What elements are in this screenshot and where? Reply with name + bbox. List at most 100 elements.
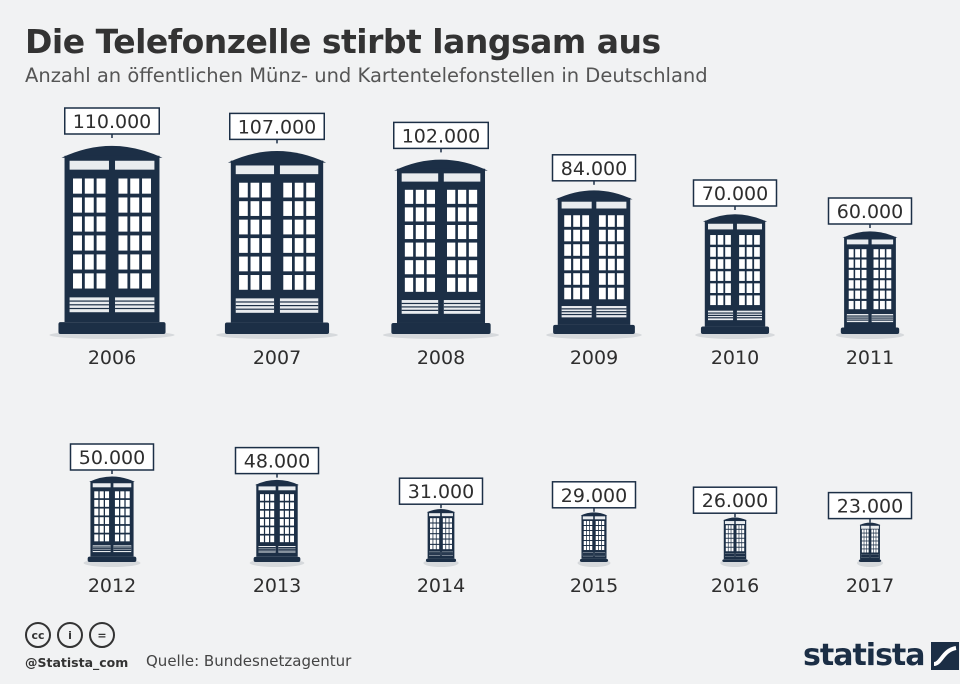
booth-pane [265, 518, 270, 526]
booth-pane [871, 537, 874, 541]
booth-pane [270, 518, 275, 526]
booth-roof [394, 159, 488, 171]
nd-icon[interactable]: = [89, 622, 115, 648]
booth-panel-line [258, 550, 276, 552]
booth-pane [265, 494, 270, 501]
booth-pane [710, 271, 716, 281]
booth-pane [564, 273, 572, 285]
booth-panel-line [115, 304, 155, 306]
booth-base [425, 558, 457, 562]
booth-pane [125, 517, 130, 525]
booth-sign [278, 486, 296, 491]
booth-panel-line [113, 549, 132, 552]
booth-2017: 23.000 2017 [827, 491, 913, 597]
booth-pane [728, 538, 731, 543]
booth-pane [746, 235, 753, 245]
year-label: 2007 [253, 347, 301, 369]
booth-pane [725, 525, 728, 529]
booth-pane [876, 549, 879, 553]
booth-pane [754, 235, 760, 245]
booth-pane [250, 238, 260, 253]
booth-pane [861, 529, 864, 533]
booth-pane [436, 544, 440, 550]
statista-handle[interactable]: @Statista_com [25, 655, 129, 670]
booth-pane [239, 275, 248, 290]
booth-pane [118, 216, 128, 232]
booth-pane [306, 238, 315, 253]
booth-pane [864, 529, 867, 533]
booth-pane [855, 269, 861, 279]
source-note: Quelle: Bundesnetzagentur [146, 652, 352, 670]
booth-pane [736, 543, 739, 547]
booth-pane [717, 295, 724, 306]
booth-pane [142, 235, 151, 251]
booth-pane [262, 219, 271, 235]
booth-pane [446, 224, 456, 240]
booth-pane [118, 178, 128, 194]
booth-panel-line [736, 312, 762, 314]
booth-panel-line [724, 553, 735, 555]
booth-pane [294, 201, 304, 216]
booth-pane [433, 534, 436, 539]
booth-pane [601, 541, 605, 546]
value-label-box [551, 481, 637, 509]
booth-pane [73, 235, 82, 251]
booth-pane [717, 283, 724, 293]
booth-pane [616, 229, 624, 242]
booth-pane [142, 273, 151, 289]
cc-icon[interactable]: cc [25, 622, 51, 648]
booth-pane [848, 269, 854, 279]
booth-pane [84, 178, 94, 194]
year-label: 2015 [570, 575, 618, 597]
booth-pane [430, 518, 433, 523]
booth-pane [607, 229, 615, 242]
booth-pane [583, 526, 587, 531]
booth-pane [468, 277, 478, 292]
booth-pane [583, 536, 587, 541]
booth-pane [279, 518, 284, 526]
booth-sign [596, 201, 627, 209]
booth-pane [582, 258, 590, 271]
booth-pane [598, 531, 602, 536]
booth-pane [449, 539, 452, 544]
booth-pane [433, 523, 436, 528]
booth-panel-line [871, 315, 894, 317]
booth-pane [746, 271, 753, 281]
year-label: 2016 [711, 575, 759, 597]
booth-base [722, 559, 748, 562]
booth-pane [710, 247, 716, 257]
booth-panel-line [708, 317, 734, 319]
booth-2008: 102.000 2008 [382, 121, 500, 369]
booth-pane [306, 201, 315, 216]
statista-logo[interactable]: statista [803, 638, 959, 673]
year-label: 2009 [570, 347, 618, 369]
booth-pane [130, 273, 140, 289]
booth-pane [449, 518, 452, 523]
booth-pane [731, 538, 734, 543]
booth-base [224, 322, 330, 334]
booth-pane [446, 207, 456, 222]
booth-pane [879, 300, 885, 310]
booth-pane [430, 528, 433, 534]
by-icon[interactable]: i [57, 622, 83, 648]
booth-pane [120, 491, 125, 499]
booth-pane [739, 534, 742, 538]
booth-pane [866, 549, 869, 553]
booth-2010: 70.000 2010 [692, 179, 778, 369]
booth-pane [449, 534, 452, 539]
booth-pane [279, 527, 284, 534]
booth-pane [873, 290, 879, 299]
value-label: 29.000 [561, 485, 627, 507]
booth-pane [739, 283, 745, 293]
booth-panel-line [113, 546, 132, 548]
booth-pane [861, 537, 864, 541]
booth-pane [855, 259, 861, 268]
booth-panel-line [279, 304, 319, 307]
booth-pane [306, 256, 315, 272]
booth-pane [855, 290, 861, 299]
booth-pane [265, 535, 270, 543]
booth-pane [586, 536, 590, 541]
booth-pane [99, 499, 104, 507]
value-label: 84.000 [561, 158, 627, 180]
booth-pane [876, 533, 879, 537]
